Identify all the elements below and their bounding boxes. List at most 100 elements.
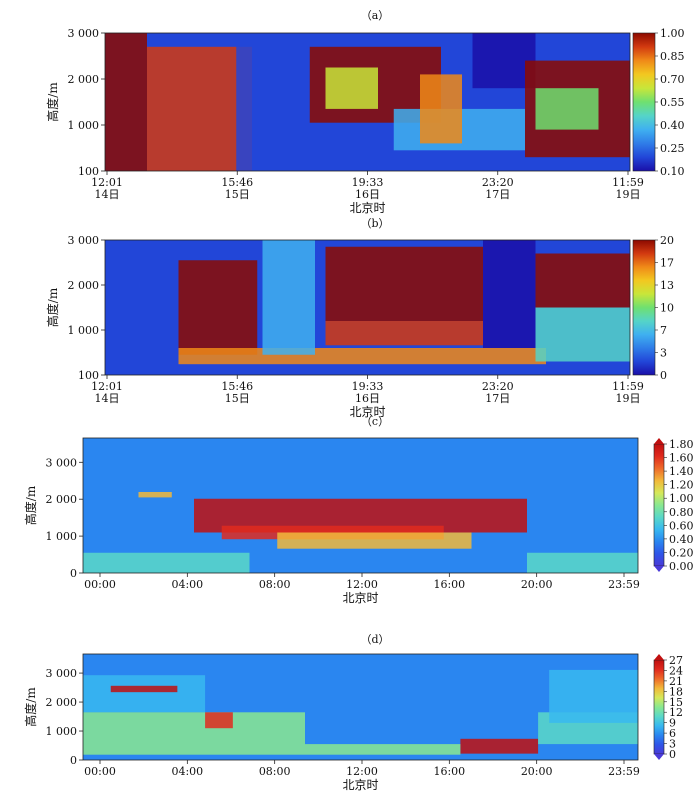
colorbar-tick-label: 7 xyxy=(660,324,667,337)
y-tick-label: 2 000 xyxy=(68,279,100,292)
heatmap-field xyxy=(83,712,305,755)
x-tick-label: 23:20 xyxy=(482,380,514,393)
colorbar-tick-label: 20 xyxy=(660,234,674,247)
x-tick-day-label: 19日 xyxy=(616,188,641,201)
colorbar-tick-label: 10 xyxy=(660,302,674,315)
x-tick-label: 19:33 xyxy=(352,176,384,189)
colorbar-tick-label: 9 xyxy=(669,717,676,730)
x-tick-label: 04:00 xyxy=(171,578,203,591)
colorbar-tick-label: 12 xyxy=(669,706,683,719)
colorbar xyxy=(653,443,665,567)
colorbar-tick-label: 0.40 xyxy=(669,533,694,546)
heatmap-field xyxy=(147,46,252,171)
y-tick-label: 3 000 xyxy=(46,667,78,680)
colorbar-tick-label: 18 xyxy=(669,685,683,698)
x-tick-day-label: 17日 xyxy=(485,188,510,201)
colorbar-min-arrow xyxy=(654,566,664,572)
x-tick-label: 08:00 xyxy=(259,765,291,778)
y-tick-label: 3 000 xyxy=(46,456,78,469)
colorbar-tick-label: 0.55 xyxy=(660,96,685,109)
heatmap-field xyxy=(460,738,539,754)
colorbar-tick-label: 0.20 xyxy=(669,546,694,559)
colorbar-tick-label: 0 xyxy=(660,369,667,382)
x-tick-day-label: 17日 xyxy=(485,392,510,405)
heatmap-field xyxy=(138,492,172,498)
x-axis-title: 北京时 xyxy=(342,778,378,792)
heatmap-field xyxy=(105,33,147,171)
y-tick-label: 2 000 xyxy=(68,73,100,86)
x-tick-label: 16:00 xyxy=(433,765,465,778)
heatmap-field xyxy=(83,675,206,713)
x-tick-label: 15:46 xyxy=(221,380,253,393)
x-tick-label: 11:59 xyxy=(612,380,644,393)
colorbar-tick-label: 1.80 xyxy=(669,438,694,451)
x-tick-label: 19:33 xyxy=(352,380,384,393)
colorbar-tick-label: 1.60 xyxy=(669,452,694,465)
y-tick-label: 3 000 xyxy=(68,234,100,247)
x-tick-day-label: 14日 xyxy=(95,392,120,405)
x-tick-label: 12:01 xyxy=(91,176,123,189)
colorbar-tick-label: 24 xyxy=(669,664,683,677)
y-tick-label: 1 000 xyxy=(46,530,78,543)
x-axis-title: 北京时 xyxy=(342,591,378,605)
colorbar-tick-label: 0.40 xyxy=(660,119,685,132)
colorbar xyxy=(632,32,656,172)
plot-frame xyxy=(82,653,639,761)
colorbar-tick-label: 0.00 xyxy=(669,560,694,573)
colorbar-tick-label: 13 xyxy=(660,279,674,292)
colorbar-tick-label: 17 xyxy=(660,257,674,270)
x-tick-label: 12:00 xyxy=(346,578,378,591)
x-tick-label: 15:46 xyxy=(221,176,253,189)
heatmap-field xyxy=(105,240,179,342)
panel-c: （c） 0 1 000 2 000 3 000 高度/m 00:00 04:00 08:00 12… xyxy=(23,415,694,605)
colorbar-tick-label: 6 xyxy=(669,727,676,740)
y-axis-title: 高度/m xyxy=(23,485,38,525)
x-tick-label: 11:59 xyxy=(612,176,644,189)
x-tick-label: 04:00 xyxy=(171,765,203,778)
x-tick-label: 23:59 xyxy=(608,578,640,591)
colorbar-tick-label: 0.85 xyxy=(660,50,685,63)
y-tick-label: 100 xyxy=(78,369,99,382)
x-tick-label: 20:00 xyxy=(521,765,553,778)
y-tick-label: 0 xyxy=(70,567,77,580)
heatmap-field xyxy=(236,33,310,171)
panel-label: （c） xyxy=(361,415,389,428)
colorbar-tick-label: 0.60 xyxy=(669,519,694,532)
x-tick-label: 12:01 xyxy=(91,380,123,393)
panel-label: （a） xyxy=(361,9,390,22)
colorbar-tick-label: 3 xyxy=(669,738,676,751)
colorbar-tick-label: 0.25 xyxy=(660,142,685,155)
colorbar-tick-label: 0 xyxy=(669,748,676,761)
panel-d: （d） 0 1 000 2 000 3 000 高度/m 00:00 04:00 08:00 12… xyxy=(23,633,683,792)
colorbar-tick-label: 1.20 xyxy=(669,479,694,492)
colorbar-max-arrow xyxy=(654,438,664,444)
y-tick-label: 100 xyxy=(78,165,99,178)
heatmap-field xyxy=(483,240,536,348)
x-tick-day-label: 15日 xyxy=(225,188,250,201)
y-axis-title: 高度/m xyxy=(23,687,38,727)
x-tick-label: 12:00 xyxy=(346,765,378,778)
colorbar-tick-label: 0.10 xyxy=(660,165,685,178)
heatmap-field xyxy=(549,669,638,723)
heatmap-field xyxy=(205,712,233,729)
heatmap-field xyxy=(527,552,638,573)
colorbar-min-arrow xyxy=(654,754,664,760)
colorbar-tick-label: 27 xyxy=(669,654,683,667)
heatmap-field xyxy=(325,246,483,321)
colorbar-tick-label: 21 xyxy=(669,675,683,688)
x-tick-label: 16:00 xyxy=(433,578,465,591)
y-tick-label: 1 000 xyxy=(68,324,100,337)
heatmap-field xyxy=(305,744,461,755)
x-axis-title: 北京时 xyxy=(349,201,385,215)
colorbar xyxy=(632,239,656,376)
heatmap-field xyxy=(535,88,599,130)
y-tick-label: 1 000 xyxy=(46,725,78,738)
y-tick-label: 2 000 xyxy=(46,493,78,506)
x-tick-day-label: 14日 xyxy=(95,188,120,201)
colorbar-tick-label: 1.00 xyxy=(660,27,685,40)
heatmap-field xyxy=(262,240,315,355)
x-tick-day-label: 19日 xyxy=(616,392,641,405)
x-tick-label: 00:00 xyxy=(84,765,116,778)
colorbar-tick-label: 0.70 xyxy=(660,73,685,86)
